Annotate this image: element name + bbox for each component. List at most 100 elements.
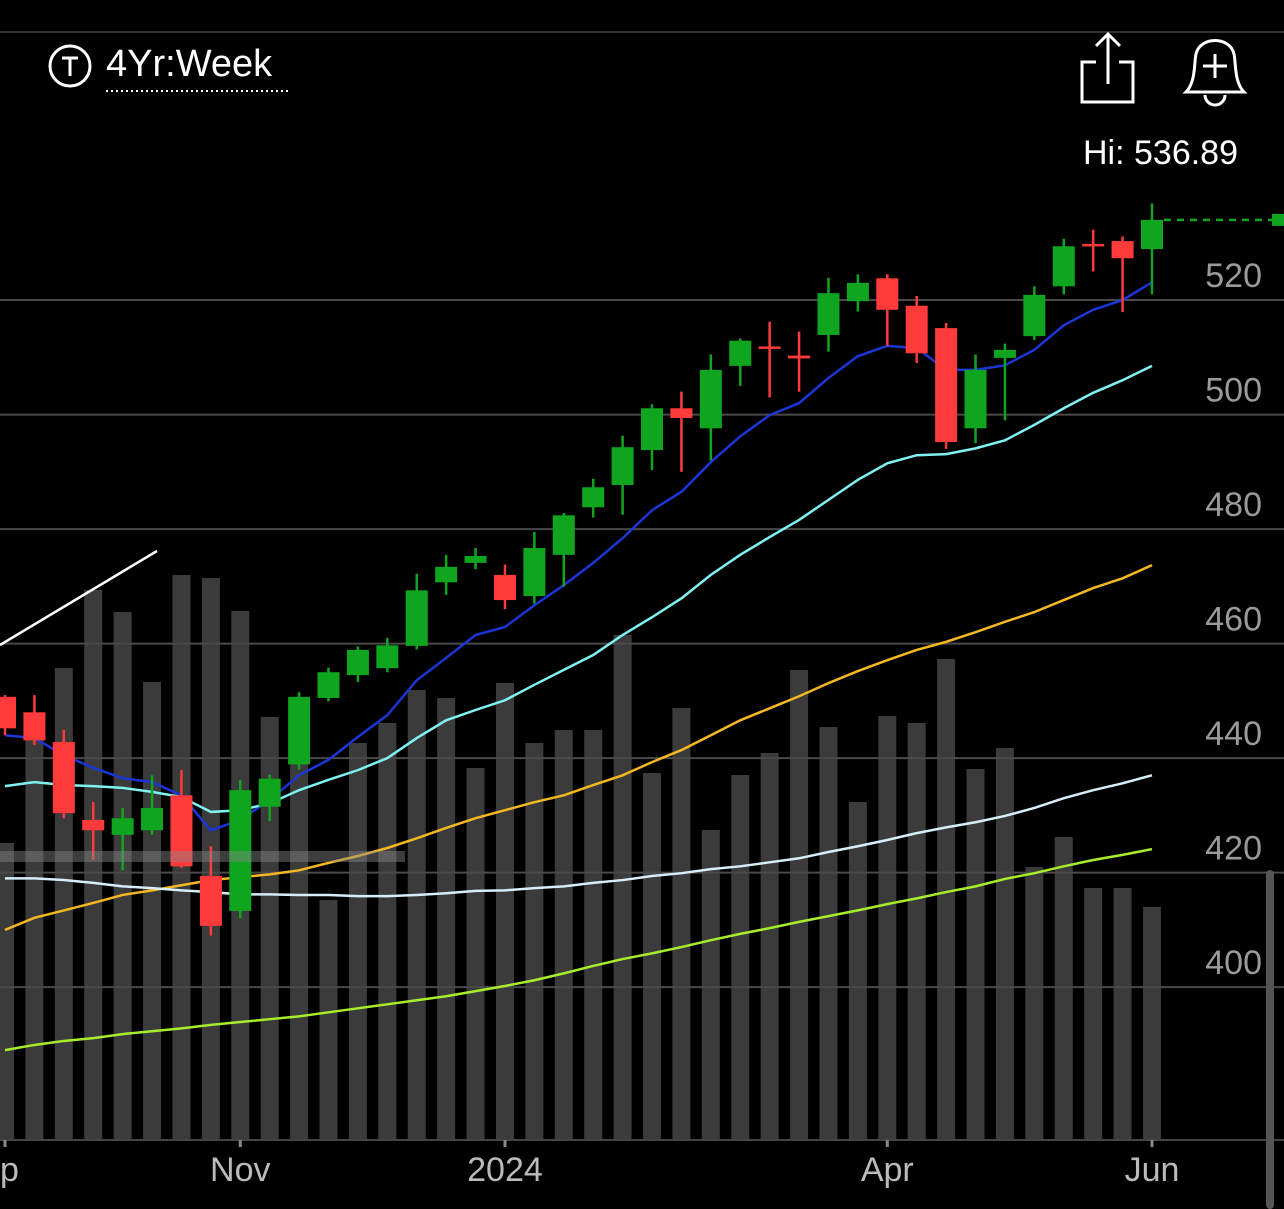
volume-bar: [848, 802, 867, 1140]
volume-bar: [878, 716, 897, 1140]
x-tick-label: Apr: [861, 1151, 914, 1189]
y-tick-label: 500: [1205, 372, 1262, 410]
last-price-tag: [1272, 213, 1284, 226]
candle-body: [111, 818, 134, 835]
plot-area: 400 420 440 460 480 500 520 p Nov 2024 Apr Jun: [0, 203, 1284, 1189]
alert-button[interactable]: [1182, 39, 1248, 107]
candle-body: [670, 408, 693, 418]
candle-body: [170, 795, 193, 867]
volume-bar: [584, 730, 603, 1140]
share-arrow: [1094, 31, 1122, 84]
candle-body: [758, 346, 781, 349]
candle-body: [523, 547, 546, 597]
candle-body: [317, 672, 340, 698]
candle-body: [935, 328, 958, 443]
x-tick-label: Jun: [1125, 1151, 1180, 1189]
volume-bar: [966, 769, 985, 1140]
candle-body: [582, 487, 605, 508]
volume-bar: [907, 723, 926, 1140]
bell-icon: [1182, 39, 1248, 94]
volume-bar: [290, 745, 309, 1140]
volume-bar: [260, 717, 279, 1140]
volume-bar: [937, 659, 956, 1140]
candle-body: [611, 447, 634, 485]
volume-bar: [790, 670, 809, 1140]
share-icon: [1080, 60, 1135, 104]
candle-body: [817, 293, 840, 335]
candle-body: [964, 369, 987, 429]
volume-bar: [437, 698, 456, 1140]
period-icon: [48, 44, 92, 88]
moving-average: [4, 564, 1153, 932]
volume-bar: [1054, 837, 1073, 1140]
volume-bar: [25, 720, 44, 1140]
candle-body: [493, 574, 516, 601]
volume-bar: [84, 590, 103, 1140]
y-tick-label: 520: [1205, 257, 1262, 295]
candle-body: [346, 649, 369, 676]
volume-bar: [407, 690, 426, 1140]
volume-bar: [554, 730, 573, 1140]
candle-body: [876, 278, 899, 310]
volume-bar: [466, 768, 485, 1140]
candle-body: [258, 778, 281, 807]
x-tick-label: Nov: [210, 1151, 270, 1189]
volume-bar: [819, 727, 838, 1140]
volume-bar: [319, 900, 338, 1140]
period-button[interactable]: 4Yr:Week: [48, 43, 288, 92]
candle-body: [699, 369, 722, 429]
candle-body: [641, 408, 664, 451]
scrollbar[interactable]: [1266, 870, 1274, 1209]
candle-body: [435, 566, 458, 583]
period-label: 4Yr:Week: [106, 43, 273, 85]
volume-bar: [348, 743, 367, 1140]
x-tick-label: p: [0, 1151, 19, 1189]
moving-average: [4, 364, 1153, 814]
candle-body: [199, 876, 222, 926]
y-tick-label: 480: [1205, 486, 1262, 524]
candle-body: [288, 696, 311, 765]
volume-bar: [760, 753, 779, 1140]
volume-bar: [1084, 888, 1103, 1140]
candle-body: [1111, 241, 1134, 259]
volume-bar: [672, 708, 691, 1140]
volume-bar: [1113, 888, 1132, 1140]
candle-body: [464, 555, 487, 563]
candle-body: [788, 355, 811, 359]
volume-bar: [495, 683, 514, 1140]
candle-body: [376, 645, 399, 669]
volume-bar: [643, 773, 662, 1140]
trend-line: [0, 549, 158, 647]
candle-body: [82, 819, 105, 831]
candle-body: [846, 282, 869, 302]
volume-bar: [613, 635, 632, 1140]
candle-body: [905, 305, 928, 354]
y-tick-label: 440: [1205, 715, 1262, 753]
candle-body: [1052, 246, 1075, 287]
volume-bar: [1142, 907, 1161, 1140]
period-icon-glyph: [62, 56, 78, 76]
moving-average: [4, 847, 1153, 1052]
candle-body: [1140, 219, 1163, 250]
candle-body: [0, 696, 16, 729]
candle-body: [1023, 294, 1046, 337]
bell-plus: [1203, 54, 1227, 78]
volume-bar: [113, 612, 132, 1140]
candle-body: [405, 590, 428, 646]
range-highlight: [0, 851, 405, 862]
high-label: Hi: 536.89: [1083, 134, 1238, 172]
volume-bar: [0, 843, 14, 1140]
moving-average: [4, 281, 1153, 832]
volume-bar: [701, 830, 720, 1140]
candle-body: [52, 742, 75, 814]
candle-body: [1082, 243, 1105, 247]
volume-bar: [525, 743, 544, 1140]
share-button[interactable]: [1080, 31, 1135, 104]
volume-bar: [995, 748, 1014, 1140]
volume-bar: [731, 775, 750, 1140]
y-tick-label: 460: [1205, 601, 1262, 639]
y-tick-label: 400: [1205, 944, 1262, 982]
x-tick-label: 2024: [467, 1151, 543, 1189]
